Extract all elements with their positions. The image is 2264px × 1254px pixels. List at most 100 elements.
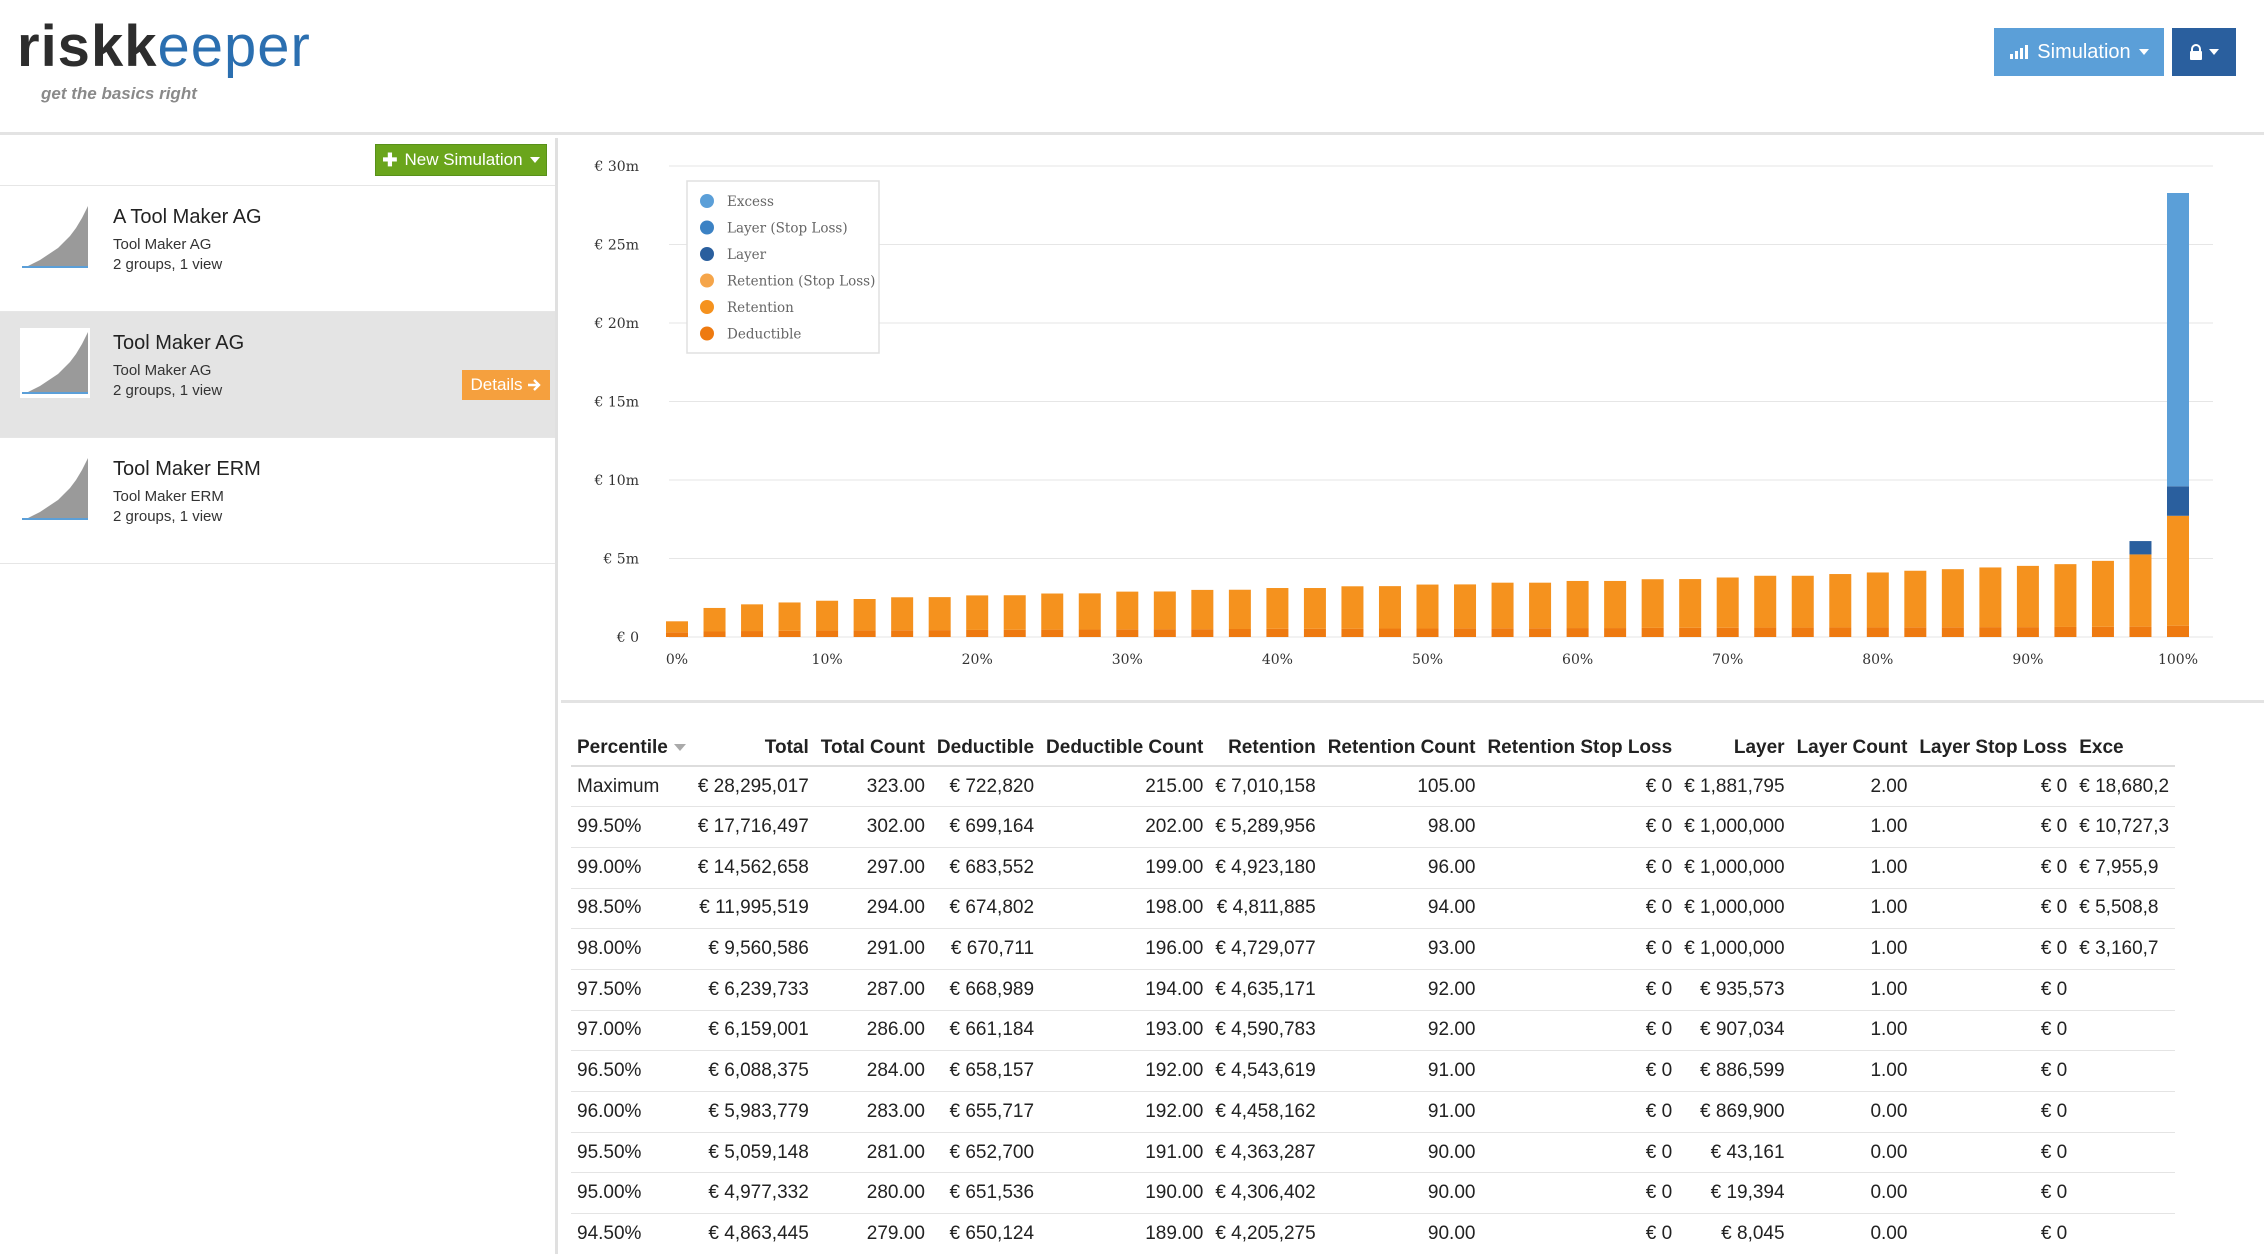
bar-retention [1041, 593, 1064, 630]
cell-layer: € 43,161 [1678, 1132, 1791, 1174]
chevron-down-icon [529, 157, 540, 163]
column-header-retention-count[interactable]: Retention Count [1321, 730, 1482, 767]
cell-total-count: 286.00 [814, 1010, 931, 1052]
cell-percentile: Maximum [571, 766, 692, 808]
cell-excess [2073, 1213, 2176, 1254]
cell-excess: € 5,508,8 [2073, 888, 2176, 930]
cell-deductible-count: 199.00 [1040, 847, 1210, 889]
table-row[interactable]: 96.00% € 5,983,779 283.00 € 655,717 192.00 € … [571, 1091, 2176, 1133]
legend-swatch [700, 300, 714, 314]
cell-retention-count: 90.00 [1321, 1172, 1482, 1215]
cell-deductible: € 670,711 [930, 928, 1041, 970]
bar-deductible [1078, 629, 1101, 637]
cell-layer-count: 1.00 [1790, 888, 1914, 930]
cell-layer-stop-loss: € 0 [1913, 1172, 2074, 1215]
cell-retention-stop-loss: € 0 [1481, 1172, 1679, 1215]
simulation-item-tool-maker-erm[interactable]: Tool Maker ERM Tool Maker ERM 2 groups, … [0, 438, 555, 564]
cell-deductible: € 650,124 [930, 1213, 1041, 1254]
cell-deductible-count: 202.00 [1040, 806, 1210, 848]
simulation-dropdown-button[interactable]: Simulation [1994, 28, 2164, 76]
details-button[interactable]: Details [462, 370, 550, 400]
simulation-item-a-tool-maker-ag[interactable]: A Tool Maker AG Tool Maker AG 2 groups, … [0, 186, 555, 312]
y-tick-label: € 15m [594, 395, 639, 411]
x-tick-label: 90% [2012, 652, 2043, 668]
cell-total: € 6,088,375 [691, 1050, 815, 1092]
bar-retention [966, 595, 989, 630]
bar-deductible [1529, 628, 1552, 637]
percentile-table-container: Percentile Total Total Count Deductible … [561, 706, 2264, 1254]
bar-deductible [1979, 627, 2002, 637]
table-row[interactable]: 99.00% € 14,562,658 297.00 € 683,552 199.00 €… [571, 847, 2176, 889]
bar-excess [2167, 193, 2189, 487]
cell-total: € 11,995,519 [691, 888, 815, 930]
bar-deductible [1303, 628, 1326, 637]
column-header-layer-count[interactable]: Layer Count [1790, 730, 1914, 767]
cell-total: € 9,560,586 [691, 928, 815, 970]
table-row[interactable]: 94.50% € 4,863,445 279.00 € 650,124 189.00 € … [571, 1213, 2176, 1254]
column-header-layer-stop-loss[interactable]: Layer Stop Loss [1913, 730, 2074, 767]
cell-deductible: € 655,717 [930, 1091, 1041, 1133]
bar-retention [1378, 586, 1401, 629]
cell-layer-count: 1.00 [1790, 806, 1914, 848]
bar-deductible [1566, 628, 1589, 637]
bar-retention [1866, 572, 1889, 628]
column-header-retention-stop-loss[interactable]: Retention Stop Loss [1481, 730, 1679, 767]
cell-percentile: 96.00% [571, 1091, 692, 1133]
logo-keeper: eeper [157, 14, 311, 79]
bar-retention [1078, 593, 1101, 630]
table-row[interactable]: 97.00% € 6,159,001 286.00 € 661,184 193.00 € … [571, 1010, 2176, 1052]
cell-total: € 4,977,332 [691, 1172, 815, 1215]
table-row[interactable]: 99.50% € 17,716,497 302.00 € 699,164 202.00 €… [571, 806, 2176, 848]
legend-swatch [700, 273, 714, 288]
cell-layer: € 907,034 [1678, 1010, 1791, 1052]
cell-retention: € 7,010,158 [1209, 766, 1322, 808]
cell-deductible: € 722,820 [930, 766, 1041, 808]
table-row[interactable]: 98.00% € 9,560,586 291.00 € 670,711 196.00 € … [571, 928, 2176, 970]
column-header-retention[interactable]: Retention [1209, 730, 1322, 767]
column-header-total-count[interactable]: Total Count [814, 730, 931, 767]
table-row[interactable]: 95.50% € 5,059,148 281.00 € 652,700 191.00 € … [571, 1132, 2176, 1174]
bar-deductible [778, 630, 801, 637]
cell-retention: € 4,543,619 [1209, 1050, 1322, 1092]
bar-deductible [1604, 628, 1627, 637]
column-header-deductible-count[interactable]: Deductible Count [1040, 730, 1210, 767]
simulation-meta: 2 groups, 1 view [113, 382, 223, 399]
column-header-percentile[interactable]: Percentile [571, 730, 692, 767]
cell-retention: € 4,458,162 [1209, 1091, 1322, 1133]
cell-layer: € 886,599 [1678, 1050, 1791, 1092]
column-header-deductible[interactable]: Deductible [930, 730, 1041, 767]
cell-layer: € 935,573 [1678, 969, 1791, 1011]
cell-layer-count: 1.00 [1790, 1010, 1914, 1052]
bar-deductible [1116, 629, 1139, 637]
cell-layer-stop-loss: € 0 [1913, 847, 2074, 889]
column-header-total[interactable]: Total [691, 730, 815, 767]
cell-retention-count: 93.00 [1321, 928, 1482, 970]
column-header-layer[interactable]: Layer [1678, 730, 1791, 767]
cell-retention-count: 98.00 [1321, 806, 1482, 848]
table-row[interactable]: 98.50% € 11,995,519 294.00 € 674,802 198.00 €… [571, 888, 2176, 930]
column-header-label: Percentile [577, 736, 668, 758]
simulation-item-tool-maker-ag[interactable]: Tool Maker AG Tool Maker AG 2 groups, 1 … [0, 312, 555, 438]
cell-retention-count: 96.00 [1321, 847, 1482, 889]
table-row[interactable]: 95.00% € 4,977,332 280.00 € 651,536 190.00 € … [571, 1172, 2176, 1215]
cell-deductible-count: 191.00 [1040, 1132, 1210, 1174]
new-simulation-button[interactable]: ✚ New Simulation [375, 144, 547, 176]
bar-deductible [1791, 627, 1814, 637]
bar-layer [2167, 486, 2189, 516]
cell-retention: € 4,635,171 [1209, 969, 1322, 1011]
column-header-excess[interactable]: Exce [2073, 730, 2176, 767]
table-row[interactable]: 96.50% € 6,088,375 284.00 € 658,157 192.00 € … [571, 1050, 2176, 1092]
bar-deductible [2167, 625, 2189, 637]
bar-deductible [1416, 628, 1439, 637]
table-row[interactable]: 97.50% € 6,239,733 287.00 € 668,989 194.00 € … [571, 969, 2176, 1011]
cell-retention-count: 94.00 [1321, 888, 1482, 930]
bar-deductible [928, 630, 951, 637]
lock-menu-button[interactable] [2172, 28, 2236, 76]
riskeeper-logo[interactable]: riskkeeper get the basics right [17, 18, 311, 104]
cell-percentile: 99.50% [571, 806, 692, 848]
cell-layer-count: 2.00 [1790, 766, 1914, 808]
bar-layer [2129, 541, 2152, 555]
chart-legend [686, 180, 880, 354]
table-row[interactable]: Maximum € 28,295,017 323.00 € 722,820 215.00… [571, 766, 2176, 808]
bar-deductible [1341, 628, 1364, 637]
